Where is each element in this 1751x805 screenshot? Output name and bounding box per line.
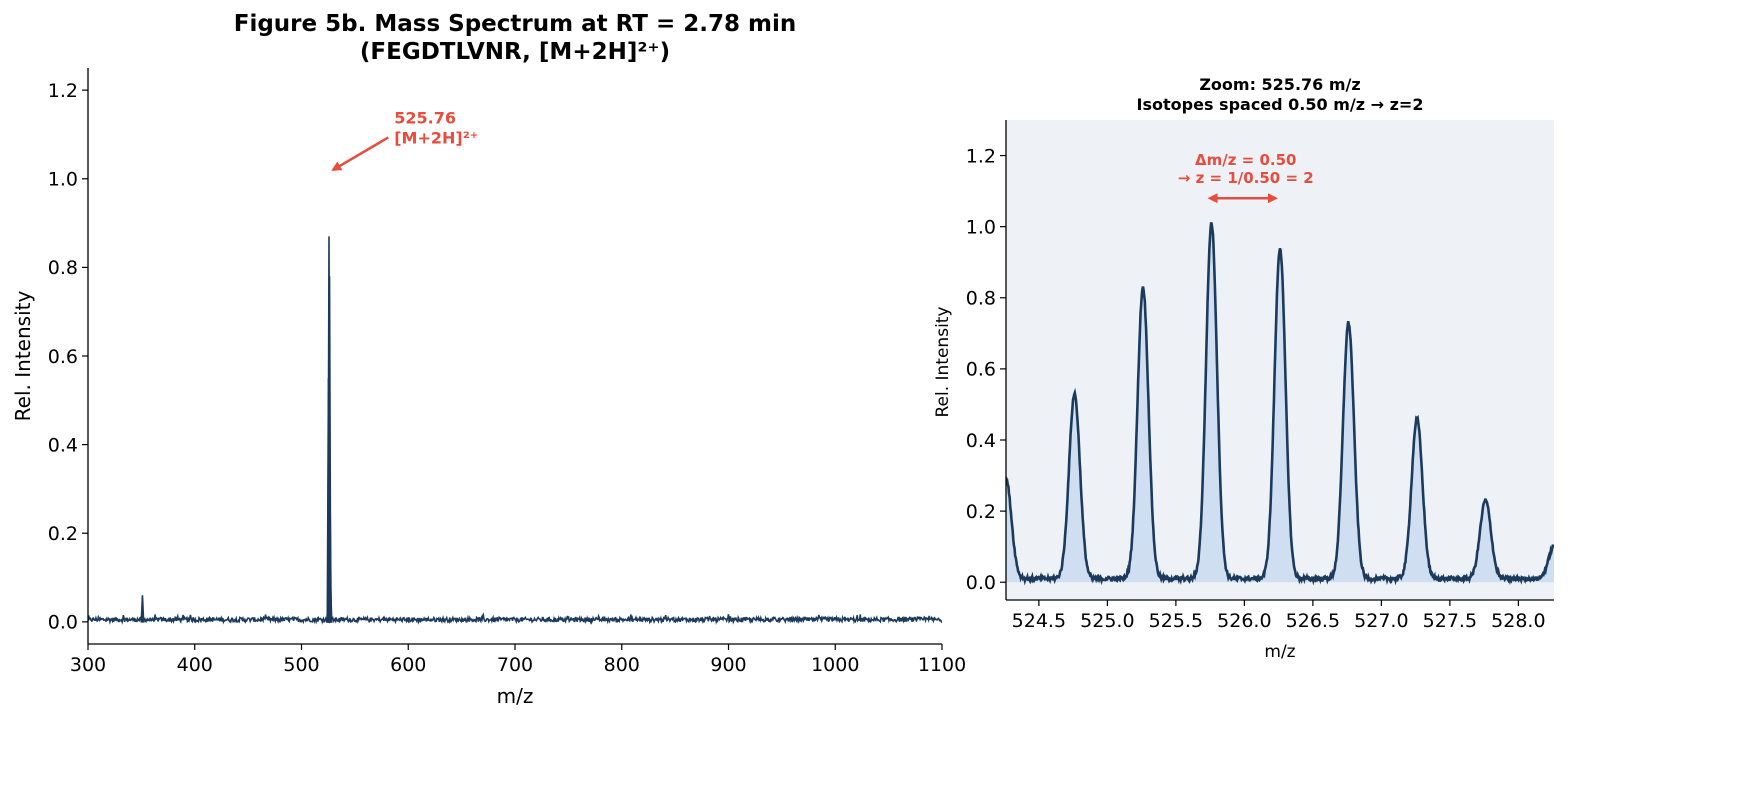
main-x-tick-label: 300 [70,654,106,676]
main-x-axis-label: m/z [497,684,534,708]
zoom-spectrum-line [1006,222,1554,586]
zoom-x-tick-label: 526.5 [1286,610,1340,632]
main-y-axis-label: Rel. Intensity [11,291,35,422]
zoom-x-tick-label: 528.0 [1491,610,1545,632]
main-y-tick-label: 1.0 [48,169,78,191]
main-x-tick-label: 400 [177,654,213,676]
zoom-y-tick-label: 1.2 [966,145,996,167]
zoom-x-tick-label: 527.5 [1423,610,1477,632]
zoom-panel: 524.5 525.0 525.5 526.0 526.5 527.0 527.5 528.0… [933,75,1554,662]
main-x-tick-label: 700 [497,654,533,676]
zoom-y-tick-label: 0.0 [966,572,996,594]
zoom-y-tick-label: 0.8 [966,288,996,310]
main-x-tick-label: 1100 [918,654,966,676]
main-x-tick-label: 1000 [811,654,859,676]
main-x-tick-label: 500 [283,654,319,676]
main-annotation-arrow [331,136,389,171]
zoom-y-tick-label: 0.2 [966,501,996,523]
zoom-y-axis-label: Rel. Intensity [933,306,953,417]
main-y-tick-label: 0.4 [48,434,78,456]
zoom-title-line1: Zoom: 525.76 m/z [1199,75,1360,94]
zoom-annotation-charge-label: → z = 1/0.50 = 2 [1178,169,1314,187]
zoom-y-tick-label: 0.6 [966,359,996,381]
main-x-tick-label: 800 [604,654,640,676]
zoom-x-tick-label: 526.0 [1217,610,1271,632]
zoom-title-line2: Isotopes spaced 0.50 m/z → z=2 [1137,95,1424,114]
main-spectrum-peak [140,595,145,623]
main-y-tick-label: 0.8 [48,257,78,279]
zoom-y-tick-label: 0.4 [966,430,996,452]
main-annotation-ion-label: [M+2H]²⁺ [394,128,478,147]
main-y-tick-label: 0.2 [48,523,78,545]
zoom-x-axis-label: m/z [1264,642,1295,662]
figure-title-line2: (FEGDTLVNR, [M+2H]²⁺) [360,39,670,65]
zoom-spectrum-area [1006,222,1554,583]
zoom-annotation-spacing-label: Δm/z = 0.50 [1195,151,1296,169]
main-x-tick-label: 900 [710,654,746,676]
main-y-tick-label: 0.6 [48,346,78,368]
main-y-tick-label: 0.0 [48,612,78,634]
zoom-y-tick-label: 1.0 [966,217,996,239]
zoom-x-tick-label: 525.5 [1149,610,1203,632]
main-x-tick-label: 600 [390,654,426,676]
main-spectrum-panel: 300 400 500 600 700 800 900 1000 1100 0.0 0.2 0.4 0… [11,68,966,708]
main-annotation-mz-label: 525.76 [394,108,456,127]
main-y-tick-label: 1.2 [48,80,78,102]
zoom-x-tick-label: 525.0 [1080,610,1134,632]
main-spectrum-peak [328,586,333,623]
main-spectrum-baseline [88,612,942,625]
figure-title-line1: Figure 5b. Mass Spectrum at RT = 2.78 mi… [234,11,797,37]
zoom-x-tick-label: 524.5 [1012,610,1066,632]
zoom-x-tick-label: 527.0 [1354,610,1408,632]
